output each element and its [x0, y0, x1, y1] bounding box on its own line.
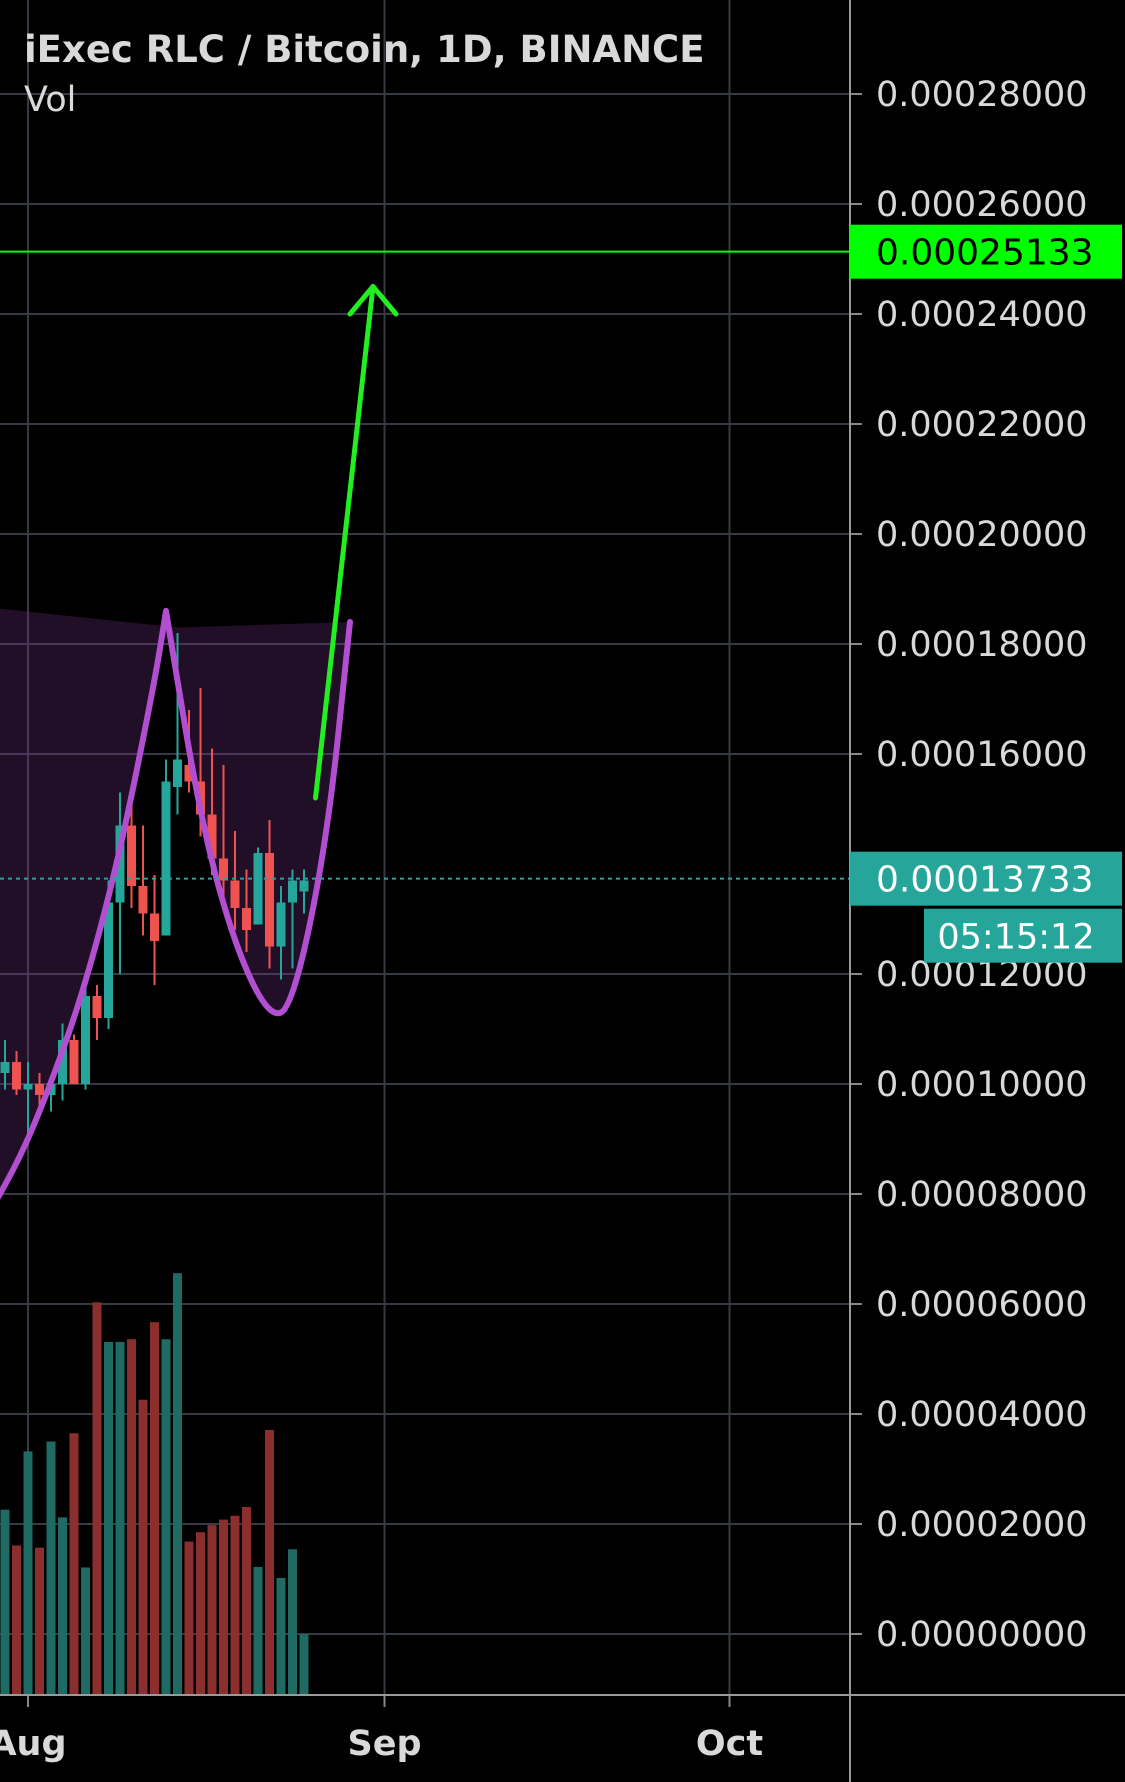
volume-bar	[207, 1525, 217, 1694]
candle-body	[276, 902, 286, 947]
price-tick-label: 0.00018000	[876, 625, 1088, 665]
time-tick-label: Oct	[696, 1724, 763, 1764]
volume-bar	[69, 1433, 79, 1694]
volume-bar	[265, 1429, 274, 1694]
candle-body	[69, 1040, 79, 1084]
volume-bar	[173, 1273, 182, 1694]
target-level-tag	[850, 224, 1122, 279]
price-tick-label: 0.00020000	[876, 515, 1088, 555]
volume-bar	[115, 1341, 125, 1694]
candle-body	[173, 759, 182, 787]
price-tick-label: 0.00010000	[876, 1065, 1088, 1105]
candle-body	[127, 825, 136, 886]
candle-body	[265, 853, 274, 947]
candle-body	[81, 996, 90, 1084]
volume-bar	[127, 1339, 136, 1694]
candle-body	[230, 880, 240, 908]
candle-body	[150, 913, 159, 941]
last-price-label: 0.00013733	[876, 860, 1094, 901]
candle-body	[115, 825, 125, 903]
price-tick-label: 0.00022000	[876, 405, 1088, 445]
candle-body	[92, 996, 102, 1018]
cup-right-outline	[163, 608, 353, 1017]
cup-left-outline	[0, 608, 169, 1200]
volume-bar	[253, 1566, 263, 1694]
volume-bar	[150, 1322, 159, 1694]
chart-title: iExec RLC / Bitcoin, 1D, BINANCE	[24, 28, 705, 71]
price-tick-label: 0.00000000	[876, 1615, 1088, 1655]
countdown-tag	[924, 908, 1122, 963]
time-tick-label: Aug	[0, 1724, 67, 1764]
volume-bar	[92, 1302, 102, 1694]
volume-bar	[12, 1545, 21, 1694]
volume-indicator-label[interactable]: Vol	[24, 80, 77, 120]
volume-bar	[35, 1547, 44, 1694]
volume-bar	[104, 1341, 113, 1694]
projection-arrow-shaft	[313, 284, 376, 801]
candle-body	[184, 765, 194, 782]
target-level-label: 0.00025133	[876, 233, 1094, 274]
price-tick-label: 0.00026000	[876, 185, 1088, 225]
candle-body	[138, 886, 148, 914]
volume-bar	[58, 1517, 67, 1694]
time-tick-label: Sep	[348, 1724, 422, 1764]
volume-bar	[299, 1634, 309, 1694]
volume-bar	[81, 1567, 90, 1694]
volume-bar	[219, 1519, 228, 1694]
volume-bar	[46, 1441, 56, 1694]
volume-bar	[23, 1451, 33, 1694]
volume-bar	[196, 1532, 205, 1694]
last-price-tag	[850, 851, 1122, 906]
price-tick-label: 0.00002000	[876, 1505, 1088, 1545]
price-tick-label: 0.00006000	[876, 1285, 1088, 1325]
volume-bar	[230, 1515, 240, 1694]
cup-shaded-area	[0, 608, 350, 1194]
candle-body	[58, 1040, 67, 1084]
volume-bar	[0, 1509, 10, 1694]
candle-body	[161, 781, 171, 936]
candle-body	[23, 1084, 33, 1090]
candle-body	[288, 880, 297, 903]
candle-body	[12, 1062, 21, 1090]
candle-body	[0, 1062, 10, 1073]
price-tick-label: 0.00004000	[876, 1395, 1088, 1435]
candle-body	[253, 853, 263, 925]
candle-body	[299, 880, 309, 892]
projection-arrow-head	[347, 284, 399, 317]
price-tick-label: 0.00028000	[876, 75, 1088, 115]
candle-body	[104, 902, 113, 1018]
drawing-overlays	[0, 250, 850, 1200]
volume-bars	[0, 1273, 309, 1694]
volume-bar	[138, 1399, 148, 1694]
candle-body	[207, 814, 217, 859]
volume-bar	[288, 1549, 297, 1694]
cup-pattern-drawing	[0, 608, 350, 1194]
volume-bar	[184, 1541, 194, 1694]
price-tick-label: 0.00008000	[876, 1175, 1088, 1215]
volume-bar	[161, 1339, 171, 1694]
candle-body	[219, 858, 228, 881]
candle-body	[242, 908, 251, 930]
countdown-label: 05:15:12	[937, 918, 1094, 958]
volume-bar	[242, 1506, 251, 1694]
price-tick-label: 0.00016000	[876, 735, 1088, 775]
price-tick-label: 0.00024000	[876, 295, 1088, 335]
volume-bar	[276, 1577, 286, 1694]
candle-body	[35, 1084, 44, 1095]
